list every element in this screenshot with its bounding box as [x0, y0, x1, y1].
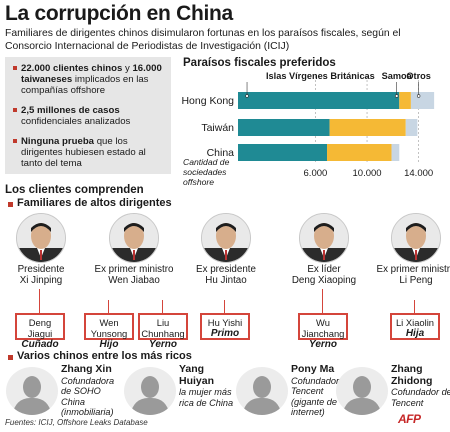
tycoon-info: Pony Ma Cofundador de Tencent (gigante de…	[291, 363, 353, 418]
leader-title: Ex presidente Hu Jintao	[181, 264, 271, 286]
relative-name: Li Xiaolin	[395, 317, 435, 328]
bar-segment	[405, 119, 418, 136]
portrait-wen-jiabao	[109, 213, 159, 263]
bullet-icon	[8, 355, 13, 360]
legend-label: Otros	[406, 71, 431, 81]
fact-item: Ninguna prueba que los dirigentes hubies…	[13, 136, 169, 169]
bar-segment	[238, 92, 400, 109]
fact-item: 22.000 clientes chinos y 16.000 taiwanes…	[13, 63, 169, 96]
fact-box: 22.000 clientes chinos y 16.000 taiwanes…	[5, 57, 171, 174]
leader-name: Hu Jintao	[205, 275, 247, 287]
relation-label: Cuñado	[21, 339, 59, 350]
leader-name: Wen Jiabao	[108, 275, 160, 287]
relative-box: Li Xiaolin Hija	[390, 313, 440, 340]
subtitle: Familiares de dirigentes chinos disimula…	[5, 28, 401, 52]
tycoon-description: Cofundadora de SOHO China (inmobiliaria)	[61, 375, 115, 418]
tycoon-info: Zhang Xin Cofundadora de SOHO China (inmo…	[61, 363, 123, 418]
leader-role: Ex líder	[307, 264, 341, 275]
relative-name: Liu Chunhang	[141, 317, 185, 339]
relative-box: Liu Chunhang Yerno	[138, 313, 188, 350]
family-heading: Familiares de altos dirigentes	[17, 197, 172, 209]
category-label: Taiwán	[201, 122, 234, 134]
page-title: La corrupción en China	[5, 2, 233, 25]
leader-title: Ex primer ministro Wen Jiabao	[89, 264, 179, 286]
leader-name: Xi Jinping	[19, 275, 63, 287]
tycoon-name: Pony Ma	[291, 363, 335, 375]
bar-segment	[327, 144, 392, 161]
bar-segment	[391, 144, 400, 161]
leader-name: Li Peng	[399, 275, 433, 287]
x-tick-label: 14.000	[404, 168, 433, 179]
connector-line	[162, 300, 163, 313]
connector-line	[108, 300, 109, 313]
bar-segment	[399, 92, 411, 109]
person-silhouette-icon	[336, 367, 388, 415]
bullet-icon	[8, 202, 13, 207]
category-label: China	[207, 147, 235, 159]
legend-label: Samoa	[382, 71, 413, 81]
tycoon-name: Zhang Xin	[61, 363, 112, 375]
tycoon-name: Yang Huiyan	[179, 363, 215, 387]
leader-title: Ex líder Deng Xiaoping	[279, 264, 369, 286]
fact-item: 2,5 millones de casos confidenciales ana…	[13, 105, 169, 127]
relation-label: Yerno	[149, 339, 177, 350]
relative-name: Wen Yunsong	[90, 317, 128, 339]
relative-box: Wu Jianchang Yerno	[298, 313, 348, 350]
leader-role: Ex primer ministro	[94, 264, 174, 275]
bar-segment	[329, 119, 406, 136]
leader-role: Presidente	[17, 264, 65, 275]
x-tick-label: 10.000	[353, 168, 382, 179]
connector-line	[322, 289, 323, 313]
leader-name: Deng Xiaoping	[291, 275, 357, 287]
relative-name: Wu Jianchang	[301, 317, 345, 339]
bar-segment	[238, 144, 328, 161]
leader-role: Ex primer ministro	[376, 264, 450, 275]
relative-box: Deng Jiagui Cuñado	[15, 313, 65, 350]
tycoon-description: Cofundador de Tencent	[391, 387, 450, 408]
relation-label: Primo	[210, 328, 240, 339]
tycoon-description: la mujer más rica de China	[179, 387, 234, 408]
person-silhouette-icon	[6, 367, 58, 415]
tycoon-description: Cofundador de Tencent (gigante de intern…	[291, 375, 352, 418]
portrait-deng-xiaoping	[299, 213, 349, 263]
relative-name: Deng Jiagui	[27, 317, 53, 339]
bar-segment	[238, 119, 330, 136]
source-note: Fuentes: ICIJ, Offshore Leaks Database	[5, 418, 148, 427]
bar-segment	[410, 92, 435, 109]
legend-label: Islas Vírgenes Británicas	[266, 71, 375, 81]
relative-box: Hu Yishi Primo	[200, 313, 250, 340]
leader-role: Ex presidente	[196, 264, 256, 275]
connector-line	[414, 300, 415, 313]
portrait-li-peng	[391, 213, 441, 263]
category-label: Hong Kong	[181, 95, 234, 107]
person-silhouette-icon	[236, 367, 288, 415]
x-axis-label: Cantidad de sociedades offshore	[183, 157, 230, 187]
connector-line	[39, 289, 40, 313]
chart-title: Paraísos fiscales preferidos	[183, 57, 336, 69]
legend-dot	[395, 94, 399, 98]
portrait-hu-jintao	[201, 213, 251, 263]
relative-name: Hu Yishi	[207, 317, 243, 328]
rich-heading: Varios chinos entre los más ricos	[17, 350, 192, 362]
tycoon-name: Zhang Zhidong	[391, 363, 433, 387]
legend-dot	[416, 94, 421, 98]
x-tick-label: 6.000	[304, 168, 328, 179]
legend-dot	[245, 94, 249, 98]
clients-heading: Los clientes comprenden	[5, 184, 144, 196]
afp-logo: AFP	[398, 412, 421, 426]
connector-line	[224, 300, 225, 313]
tycoon-info: Yang Huiyan la mujer más rica de China	[179, 363, 241, 408]
portrait-xi-jinping	[16, 213, 66, 263]
relation-label: Yerno	[309, 339, 337, 350]
leader-title: Ex primer ministro Li Peng	[371, 264, 450, 286]
relation-label: Hijo	[99, 339, 119, 350]
person-silhouette-icon	[124, 367, 176, 415]
tycoon-info: Zhang Zhidong Cofundador de Tencent	[391, 363, 450, 408]
leader-title: Presidente Xi Jinping	[0, 264, 86, 286]
relation-label: Hija	[405, 328, 425, 339]
relative-box: Wen Yunsong Hijo	[84, 313, 134, 350]
